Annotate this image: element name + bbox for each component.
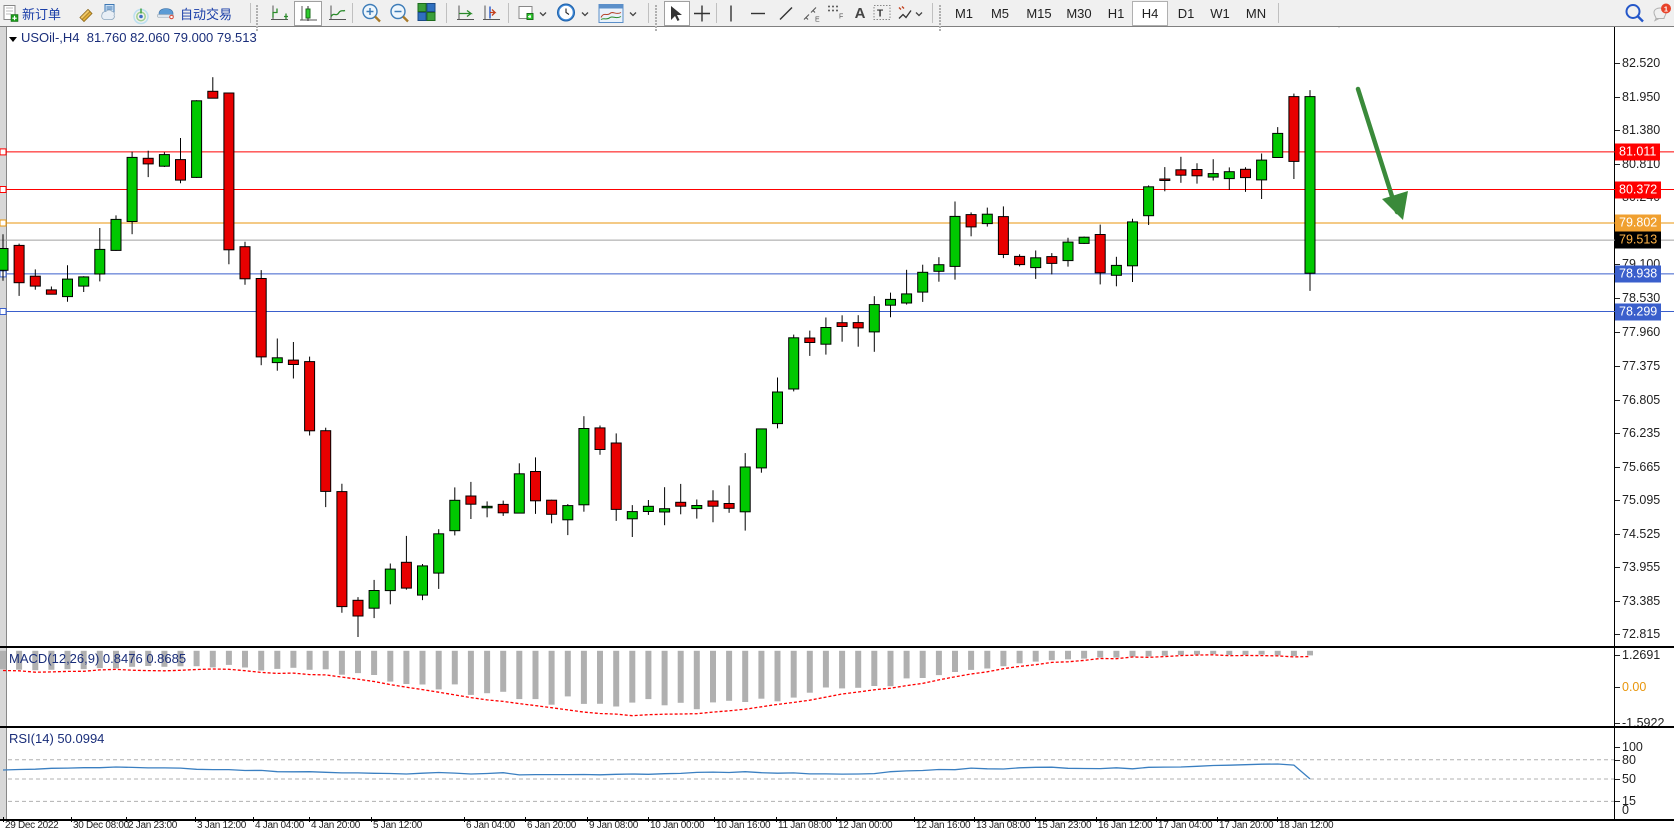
svg-text:F: F xyxy=(839,14,843,21)
svg-text:T: T xyxy=(877,9,883,20)
svg-text:1: 1 xyxy=(1664,5,1668,14)
svg-text:E: E xyxy=(815,17,820,24)
